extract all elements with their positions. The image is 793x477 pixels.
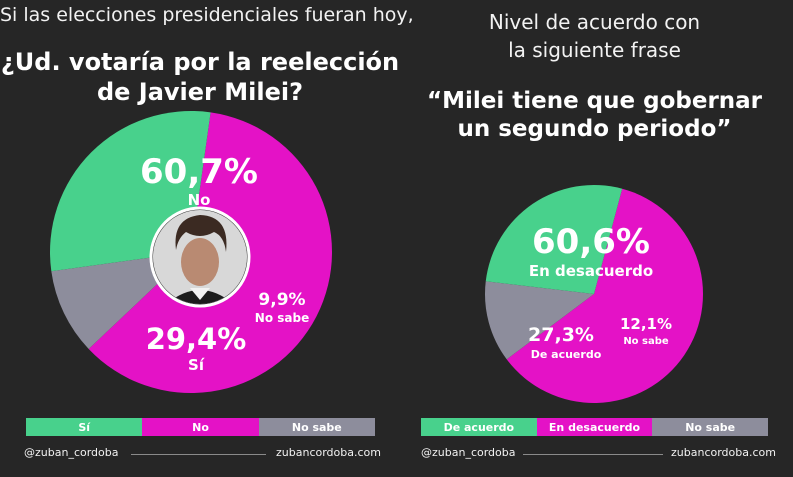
left-subtitle: Si las elecciones presidenciales fueran …: [0, 4, 414, 26]
pie-slice-en-desacuerdo: [506, 188, 703, 403]
legend-item-no: No: [142, 418, 259, 436]
portrait-icon: [153, 210, 247, 304]
right-subtitle-line2: la siguiente frase: [508, 38, 681, 62]
data-label-name-no-sabe: No sabe: [623, 336, 669, 347]
data-label-value-no: 60,7%: [140, 152, 258, 192]
right-website: zubancordoba.com: [671, 446, 776, 459]
data-label-name-si: Sí: [188, 356, 205, 374]
pie-chart-agreement: 60,6%En desacuerdo 12,1% No sabe 27,3% De ac…: [485, 185, 703, 403]
left-question-line2: de Javier Milei?: [96, 78, 304, 106]
data-label-name-no: No: [188, 191, 211, 209]
left-handle: @zuban_cordoba: [24, 446, 119, 459]
data-label-value-no-sabe: 9,9%: [258, 290, 305, 310]
legend-item-de-acuerdo: De acuerdo: [421, 418, 537, 436]
data-label-value-en-desacuerdo: 60,6%: [532, 222, 650, 262]
left-website: zubancordoba.com: [276, 446, 381, 459]
legend-item-en-desacuerdo: En desacuerdo: [536, 418, 653, 436]
avatar: [149, 206, 251, 308]
data-label-name-en-desacuerdo: En desacuerdo: [529, 262, 653, 280]
right-footer-rule: [523, 454, 663, 455]
right-handle: @zuban_cordoba: [421, 446, 516, 459]
left-footer-rule: [131, 454, 266, 455]
data-label-value-no-sabe: 12,1%: [620, 315, 672, 333]
legend-right: De acuerdo En desacuerdo No sabe: [421, 418, 769, 436]
legend-item-no-sabe: No sabe: [258, 418, 375, 436]
data-label-value-si: 29,4%: [146, 322, 247, 356]
legend-item-no-sabe: No sabe: [652, 418, 769, 436]
left-question-line1: ¿Ud. votaría por la reelección: [0, 48, 400, 76]
data-label-value-de-acuerdo: 27,3%: [528, 324, 594, 346]
data-label-name-no-sabe: No sabe: [255, 311, 309, 325]
data-label-name-de-acuerdo: De acuerdo: [531, 348, 602, 361]
legend-item-si: Sí: [26, 418, 143, 436]
right-subtitle-line1: Nivel de acuerdo con: [488, 10, 701, 34]
pie-slice-de-acuerdo: [485, 185, 623, 294]
pie-slice-no-sabe: [485, 281, 594, 360]
right-quote-line2: un segundo periodo”: [457, 116, 732, 142]
right-quote-line1: “Milei tiene que gobernar: [426, 88, 763, 114]
legend-left: Sí No No sabe: [26, 418, 375, 436]
